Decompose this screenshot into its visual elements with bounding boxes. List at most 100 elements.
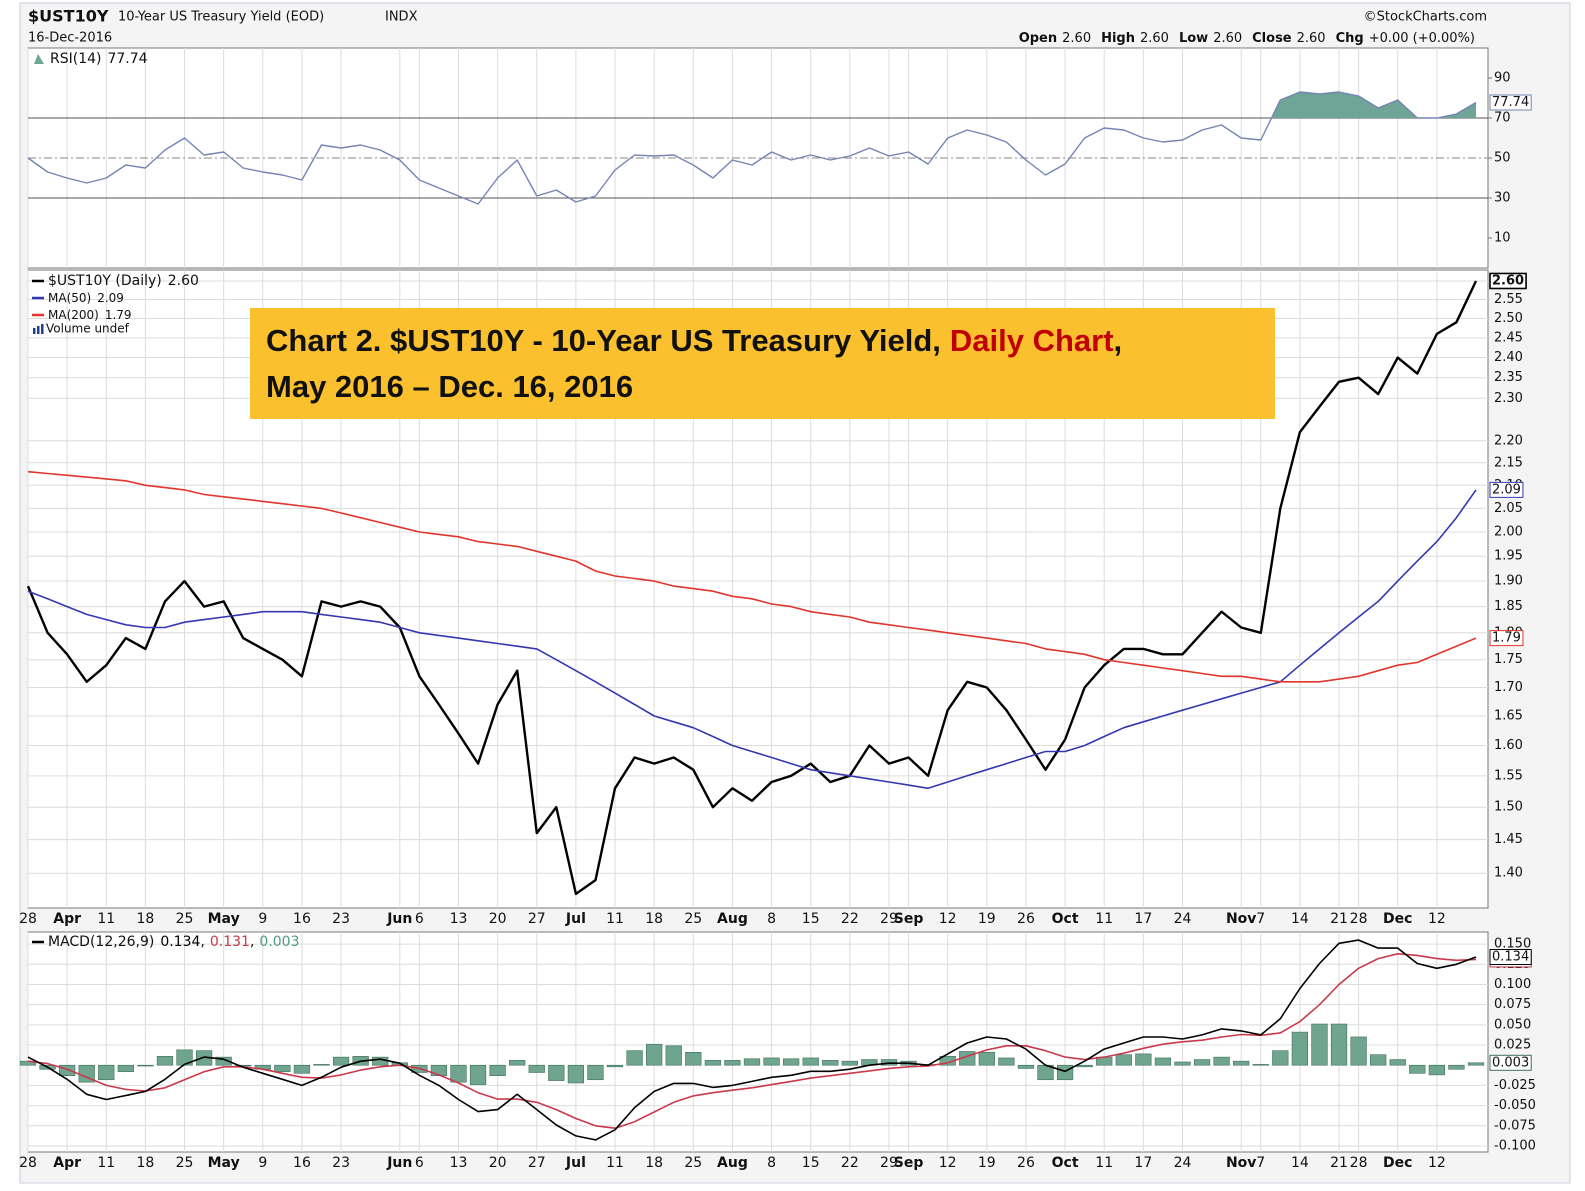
histogram-bar: [1389, 1059, 1406, 1066]
histogram-bar: [372, 1056, 389, 1066]
x-tick-label: 9: [258, 911, 267, 927]
panel: [27, 931, 1489, 1153]
legend-entry: $UST10Y (Daily) 2.60: [48, 273, 199, 289]
y-tick-label: 2.20: [1494, 433, 1523, 448]
y-tick-label: 0.025: [1494, 1038, 1531, 1053]
legend-value: 77.74: [107, 51, 147, 67]
y-tick-label: 1.55: [1494, 768, 1523, 783]
legend-value: 0.003: [259, 934, 299, 950]
exchange: INDX: [385, 10, 418, 25]
x-tick-label: 19: [978, 911, 996, 927]
histogram-bar: [137, 1064, 154, 1067]
x-tick-label: 13: [450, 911, 468, 927]
value-box-label: 77.74: [1492, 95, 1529, 110]
x-tick-label: 26: [1017, 1155, 1035, 1171]
x-tick-label: 8: [767, 911, 776, 927]
histogram-bar: [1330, 1023, 1348, 1066]
histogram-bar: [528, 1064, 545, 1073]
y-tick-label: -0.100: [1494, 1138, 1536, 1153]
y-tick-label: 50: [1494, 151, 1511, 166]
value-box-label: 0.003: [1492, 1055, 1529, 1070]
x-tick-label: 23: [332, 911, 350, 927]
y-tick-label: 1.50: [1494, 800, 1523, 815]
series-line: [26, 280, 1478, 896]
x-tick-label: 14: [1291, 911, 1309, 927]
x-tick-label: 13: [450, 1155, 468, 1171]
x-tick-label: 12: [939, 911, 957, 927]
x-tick-label: 12: [1428, 1155, 1446, 1171]
x-tick-label: May: [208, 1155, 240, 1171]
x-tick-label: 25: [684, 1155, 702, 1171]
x-tick-label: Aug: [717, 1155, 748, 1171]
histogram-bar: [1056, 1064, 1074, 1081]
legend-value: 0.134: [160, 934, 200, 950]
y-tick-label: 2.15: [1494, 455, 1523, 470]
x-tick-label: 7: [1256, 1155, 1265, 1171]
histogram-bar: [509, 1060, 526, 1066]
y-tick-label: 2.40: [1494, 350, 1523, 365]
value-box: [1489, 1054, 1532, 1071]
histogram-bar: [1017, 1064, 1035, 1069]
histogram-bar: [1174, 1061, 1191, 1066]
x-tick-label: 15: [802, 1155, 820, 1171]
x-tick-label: 17: [1134, 911, 1152, 927]
histogram-bar: [59, 1064, 76, 1077]
y-tick-label: 2.05: [1494, 501, 1523, 516]
annotation-text: Chart 2. $UST10Y - 10-Year US Treasury Y…: [266, 323, 941, 358]
y-tick-label: 1.40: [1494, 866, 1523, 881]
histogram-bar: [704, 1060, 721, 1066]
x-tick-label: Dec: [1383, 911, 1412, 927]
histogram-bar: [98, 1064, 115, 1081]
quote-value: 2.60: [1062, 31, 1091, 46]
y-tick-label: 70: [1494, 111, 1511, 126]
quote-label: Low: [1179, 31, 1208, 46]
x-tick-label: 24: [1174, 1155, 1192, 1171]
x-tick-label: 21: [1330, 1155, 1348, 1171]
histogram-bar: [743, 1058, 761, 1066]
x-tick-label: Oct: [1052, 911, 1079, 927]
x-tick-label: 26: [1017, 911, 1035, 927]
y-tick-label: 1.95: [1494, 549, 1523, 564]
x-tick-label: 6: [415, 1155, 424, 1171]
legend-entry: MA(200) 1.79: [48, 308, 132, 322]
y-tick-label: 0.150: [1494, 937, 1531, 952]
credit: ©StockCharts.com: [1364, 10, 1487, 25]
y-tick-label: -0.050: [1494, 1098, 1536, 1113]
histogram-bar: [1448, 1064, 1465, 1070]
x-tick-label: Nov: [1226, 1155, 1256, 1171]
y-tick-label: 2.45: [1494, 330, 1523, 345]
histogram-bar: [450, 1064, 467, 1083]
y-tick-label: 1.60: [1494, 738, 1523, 753]
histogram-bar: [489, 1064, 506, 1077]
x-tick-label: 28: [19, 1155, 37, 1171]
histogram-bar: [1409, 1064, 1426, 1074]
y-tick-label: 2.50: [1494, 311, 1523, 326]
y-tick-label: 90: [1494, 71, 1511, 86]
histogram-bar: [1350, 1036, 1367, 1066]
y-tick-label: -0.075: [1494, 1118, 1536, 1133]
quote-label: Chg: [1336, 31, 1364, 46]
y-tick-label: 1.65: [1494, 709, 1523, 724]
y-tick-label: 0.100: [1494, 977, 1531, 992]
legend-name: MACD(12,26,9): [48, 934, 154, 950]
histogram-bar: [215, 1056, 232, 1066]
x-tick-label: 29: [880, 911, 898, 927]
symbol: $UST10Y: [28, 7, 109, 26]
value-box: [1489, 94, 1532, 111]
x-tick-label: 18: [645, 911, 663, 927]
histogram-bar: [1076, 1064, 1093, 1068]
quote-label: Open: [1019, 31, 1057, 46]
y-tick-label: 2.00: [1494, 524, 1523, 539]
legend-name: $UST10Y (Daily): [48, 273, 162, 289]
quote-label: Close: [1252, 31, 1292, 46]
x-tick-label: 11: [97, 911, 115, 927]
series-line: [27, 939, 1477, 1141]
x-tick-label: 19: [978, 1155, 996, 1171]
legend-entry: RSI(14) 77.74: [50, 51, 148, 67]
histogram-bar: [763, 1057, 780, 1066]
histogram-bar: [548, 1064, 565, 1081]
histogram-bar: [19, 1060, 37, 1066]
x-tick-label: 28: [1350, 911, 1368, 927]
histogram-bar: [978, 1051, 995, 1066]
